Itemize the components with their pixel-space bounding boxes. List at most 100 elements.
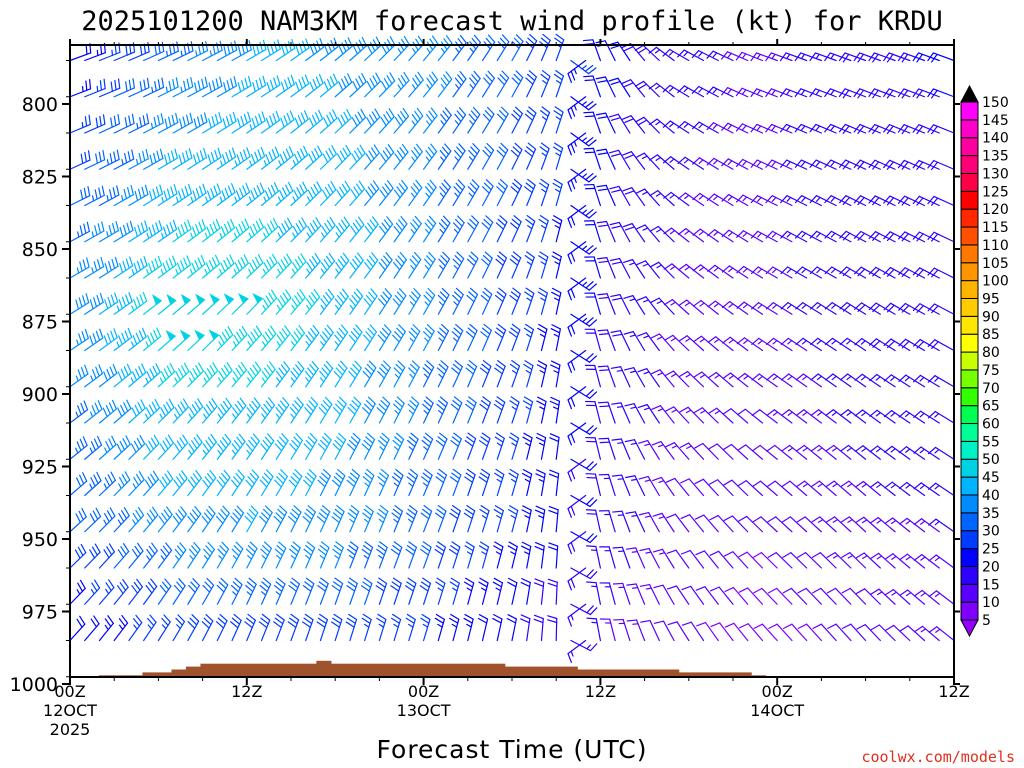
barb-half-feather <box>846 447 853 452</box>
barb-feather <box>162 440 169 450</box>
wind-barb <box>421 432 434 460</box>
barb-feather <box>466 294 475 303</box>
barb-half-feather <box>657 408 664 412</box>
barb-half-feather <box>832 483 838 488</box>
barb-staff <box>847 444 867 460</box>
barb-feather <box>735 123 744 132</box>
barb-feather <box>567 254 572 265</box>
wind-barb <box>625 475 646 497</box>
barb-feather <box>897 195 906 204</box>
wind-barbs <box>69 33 955 663</box>
wind-barb <box>694 478 719 497</box>
wind-barb <box>681 585 705 605</box>
wind-barb <box>334 324 349 352</box>
barb-feather <box>130 443 137 453</box>
barb-half-feather <box>581 245 588 251</box>
barb-half-feather <box>742 160 747 166</box>
barb-staff <box>437 186 451 207</box>
barb-feather <box>303 110 309 120</box>
barb-staff <box>481 365 492 388</box>
barb-feather <box>246 407 254 416</box>
barb-feather <box>134 190 139 202</box>
barb-feather <box>438 222 447 231</box>
barb-feather <box>508 541 518 548</box>
barb-staff <box>747 623 764 642</box>
barb-feather <box>81 331 86 342</box>
barb-feather <box>273 621 282 629</box>
wind-barb <box>567 132 587 156</box>
wind-barb <box>664 334 690 352</box>
wind-barb <box>172 329 191 352</box>
wind-barb <box>626 583 646 605</box>
barb-feather <box>157 79 161 90</box>
barb-feather <box>868 195 876 204</box>
barb-feather <box>567 399 572 410</box>
barb-feather <box>883 88 890 98</box>
barb-feather <box>408 541 418 548</box>
barb-feather <box>291 508 300 517</box>
wind-barb <box>811 516 837 533</box>
barb-feather <box>637 368 648 373</box>
barb-feather <box>901 197 909 206</box>
wind-barb <box>230 613 242 642</box>
wind-barb <box>598 473 616 497</box>
barb-feather <box>436 508 446 516</box>
barb-feather <box>420 581 430 588</box>
barb-feather <box>318 407 327 416</box>
barb-feather <box>277 298 284 308</box>
barb-feather <box>485 179 494 187</box>
wind-barb <box>677 192 705 207</box>
barb-feather <box>368 114 375 124</box>
wind-barb <box>464 432 477 460</box>
barb-feather <box>396 150 404 159</box>
barb-feather <box>869 445 879 453</box>
barb-feather <box>354 114 361 124</box>
barb-half-feather <box>334 340 340 347</box>
barb-half-feather <box>306 196 311 202</box>
barb-feather <box>306 541 316 549</box>
wind-barb <box>290 361 305 388</box>
barb-feather <box>348 476 357 484</box>
barb-feather <box>412 219 420 228</box>
barb-half-feather <box>525 369 532 374</box>
barb-staff <box>540 220 549 243</box>
barb-feather <box>694 514 705 520</box>
barb-feather <box>394 117 402 127</box>
barb-feather <box>107 296 112 307</box>
barb-feather <box>494 541 504 548</box>
barb-staff <box>408 151 423 170</box>
barb-feather <box>183 257 188 268</box>
barb-feather <box>231 147 237 158</box>
barb-half-feather <box>261 554 267 560</box>
wind-barb <box>187 362 204 388</box>
wind-barb <box>128 327 147 352</box>
barb-feather <box>223 364 230 374</box>
barb-feather <box>482 291 491 299</box>
barb-staff <box>806 623 823 642</box>
barb-half-feather <box>524 551 530 555</box>
barb-feather <box>193 542 201 551</box>
wind-barb <box>202 147 222 170</box>
barb-feather <box>479 367 489 375</box>
wind-barb <box>649 225 675 243</box>
barb-feather <box>254 115 260 126</box>
wind-barb <box>781 480 808 497</box>
barb-feather <box>309 222 316 233</box>
barb-feather <box>241 221 247 231</box>
barb-feather <box>142 291 148 302</box>
barb-staff <box>452 474 462 497</box>
barb-feather <box>779 88 787 97</box>
barb-feather <box>468 360 478 368</box>
barb-feather <box>407 508 417 516</box>
barb-feather <box>439 186 447 195</box>
barb-feather <box>412 41 419 51</box>
barb-feather <box>525 77 534 85</box>
barb-staff <box>817 373 837 388</box>
barb-feather <box>304 74 310 85</box>
barb-feather <box>428 110 436 120</box>
barb-feather <box>765 337 775 346</box>
barb-feather <box>235 541 244 550</box>
barb-half-feather <box>146 232 150 240</box>
barb-feather <box>335 367 344 376</box>
barb-staff <box>231 512 245 533</box>
